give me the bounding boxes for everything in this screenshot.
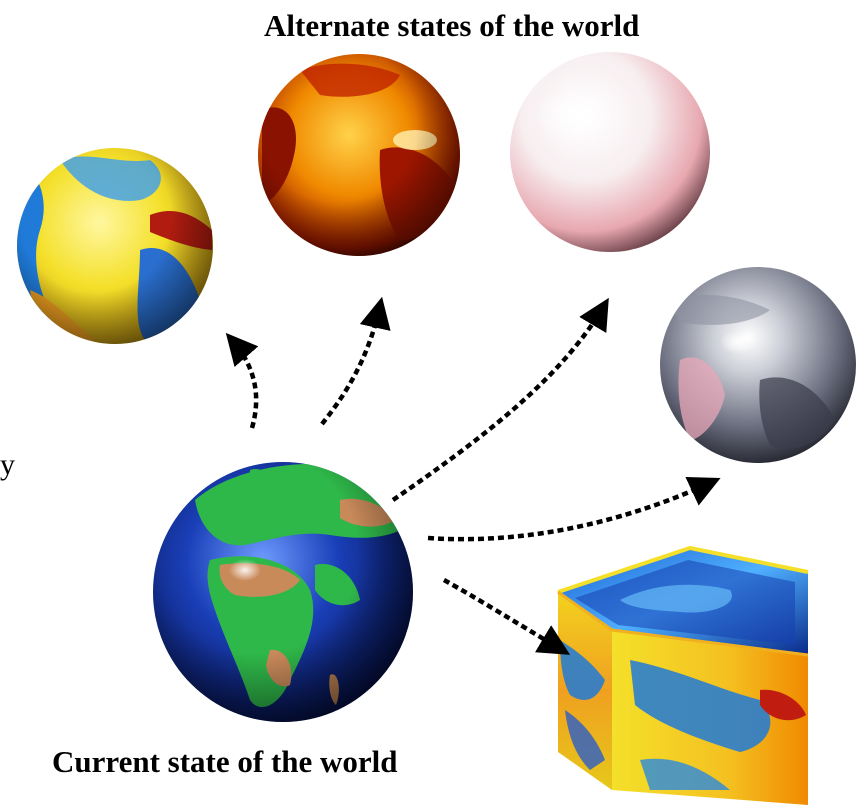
current-state-label: Current state of the world [52, 744, 398, 779]
arrows [225, 296, 721, 655]
dotted-arrow-icon [427, 476, 721, 542]
white-snowball-globe-icon [510, 52, 710, 252]
stray-text-fragment: y [0, 448, 15, 481]
dotted-arrow-icon [225, 332, 259, 429]
silver-gray-globe-icon [660, 267, 856, 463]
dotted-arrow-icon [320, 296, 391, 426]
alternate-states-label: Alternate states of the world [264, 8, 640, 43]
dotted-arrow-icon [442, 578, 571, 655]
warm-yellow-globe-icon [17, 148, 213, 344]
earth-globe-icon [153, 462, 413, 722]
hot-orange-globe-icon [258, 54, 460, 256]
dotted-arrow-icon [391, 297, 609, 502]
textured-cube-world-icon [557, 545, 809, 805]
